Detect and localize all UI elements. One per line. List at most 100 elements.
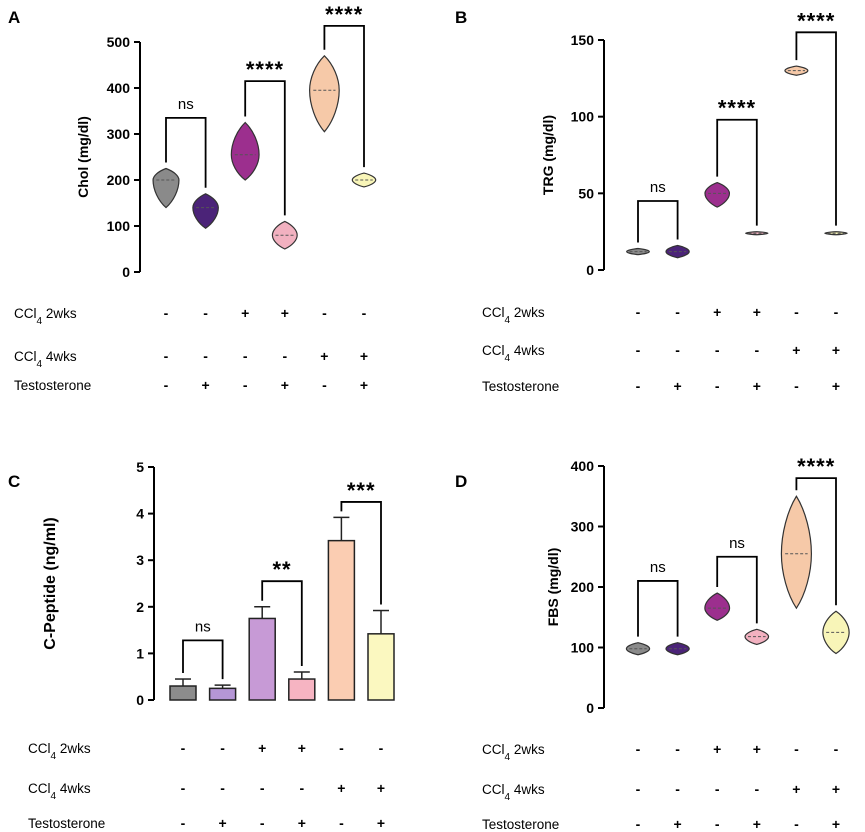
condition-sign: + (281, 305, 289, 321)
condition-sign: + (298, 740, 306, 756)
violin-6 (822, 610, 850, 655)
condition-label-suffix: 2wks (56, 741, 91, 756)
condition-sign: + (360, 377, 368, 393)
y-tick-label: 400 (107, 80, 131, 96)
y-axis-label: FBS (mg/dl) (545, 548, 561, 627)
y-tick-label: 4 (136, 506, 144, 522)
significance-label-1: ns (650, 559, 666, 576)
condition-label: CCl4 4wks (28, 781, 91, 802)
condition-sign: + (298, 815, 306, 831)
condition-sign: - (362, 305, 367, 321)
condition-sign: - (260, 815, 265, 831)
significance-bracket-2 (716, 555, 758, 624)
y-tick-label: 100 (571, 640, 595, 656)
condition-sign: - (164, 348, 169, 364)
bar-5 (327, 539, 356, 701)
condition-sign: - (794, 378, 799, 394)
y-tick-label: 5 (136, 459, 144, 475)
condition-sign: - (181, 740, 186, 756)
condition-label-prefix: CCl (14, 349, 37, 364)
condition-sign: - (636, 816, 641, 832)
significance-label-3: **** (325, 2, 363, 27)
condition-sign: - (636, 304, 641, 320)
condition-label-subscript: 4 (51, 791, 57, 802)
condition-label: CCl4 4wks (14, 349, 77, 370)
condition-sign: + (377, 815, 385, 831)
y-tick-label: 1 (136, 645, 144, 661)
condition-label: CCl4 2wks (482, 742, 545, 763)
condition-label-prefix: CCl (28, 741, 51, 756)
panel-letter: C (8, 472, 20, 491)
condition-label-suffix: 4wks (42, 349, 77, 364)
condition-label: Testosterone (28, 816, 105, 831)
bar-1 (169, 685, 197, 701)
y-tick-label: 0 (586, 262, 594, 278)
significance-label-3: **** (797, 454, 835, 479)
y-tick-label: 0 (122, 264, 130, 280)
condition-label: CCl4 2wks (28, 741, 91, 762)
significance-label-1: ns (178, 96, 194, 113)
significance-bracket-1 (165, 117, 207, 188)
condition-sign: + (832, 378, 840, 394)
condition-sign: + (202, 377, 210, 393)
significance-bracket-1 (637, 580, 679, 637)
y-tick-label: 50 (578, 185, 594, 201)
bar-2 (208, 687, 237, 701)
violin-5 (309, 54, 340, 133)
condition-sign: - (715, 378, 720, 394)
condition-sign: + (281, 377, 289, 393)
condition-sign: - (675, 304, 680, 320)
condition-sign: + (713, 741, 721, 757)
condition-sign: - (339, 740, 344, 756)
panel-letter: D (455, 472, 467, 491)
condition-label-suffix: 2wks (510, 742, 545, 757)
condition-label-subscript: 4 (51, 751, 57, 762)
condition-sign: - (322, 377, 327, 393)
condition-label-prefix: CCl (14, 306, 37, 321)
condition-sign: - (675, 342, 680, 358)
condition-label: CCl4 2wks (14, 306, 77, 327)
condition-sign: - (181, 780, 186, 796)
condition-sign: - (379, 740, 384, 756)
condition-sign: - (282, 348, 287, 364)
violin-1 (625, 642, 651, 656)
violin-4 (745, 231, 769, 236)
condition-sign: - (339, 815, 344, 831)
significance-bracket-3 (795, 31, 837, 226)
violin-6 (351, 172, 377, 188)
y-tick-label: 0 (136, 692, 144, 708)
condition-sign: - (164, 305, 169, 321)
significance-bracket-1 (637, 200, 679, 243)
condition-label-subscript: 4 (505, 792, 511, 803)
y-axis-label: Chol (mg/dl) (75, 116, 91, 198)
y-tick-label: 500 (107, 34, 131, 50)
violin-2 (665, 244, 690, 259)
condition-sign: - (636, 378, 641, 394)
condition-label: CCl4 2wks (482, 305, 545, 326)
condition-sign: + (258, 740, 266, 756)
significance-label-1: ns (650, 179, 666, 196)
significance-bracket-2 (716, 118, 758, 226)
condition-sign: + (713, 304, 721, 320)
violin-1 (152, 167, 180, 209)
significance-label-3: *** (347, 478, 376, 503)
condition-sign: - (164, 377, 169, 393)
significance-label-2: **** (246, 57, 284, 82)
violin-1 (626, 247, 650, 256)
significance-label-2: ns (729, 535, 745, 552)
condition-sign: + (753, 816, 761, 832)
condition-sign: - (675, 781, 680, 797)
condition-sign: - (834, 304, 839, 320)
condition-label-suffix: 2wks (510, 305, 545, 320)
condition-sign: - (715, 781, 720, 797)
bar-3 (248, 617, 276, 701)
significance-bracket-3 (340, 501, 382, 605)
y-tick-label: 300 (107, 126, 131, 142)
violin-5 (784, 65, 809, 76)
condition-label-prefix: CCl (482, 343, 505, 358)
condition-sign: - (794, 304, 799, 320)
condition-label-suffix: 4wks (510, 343, 545, 358)
